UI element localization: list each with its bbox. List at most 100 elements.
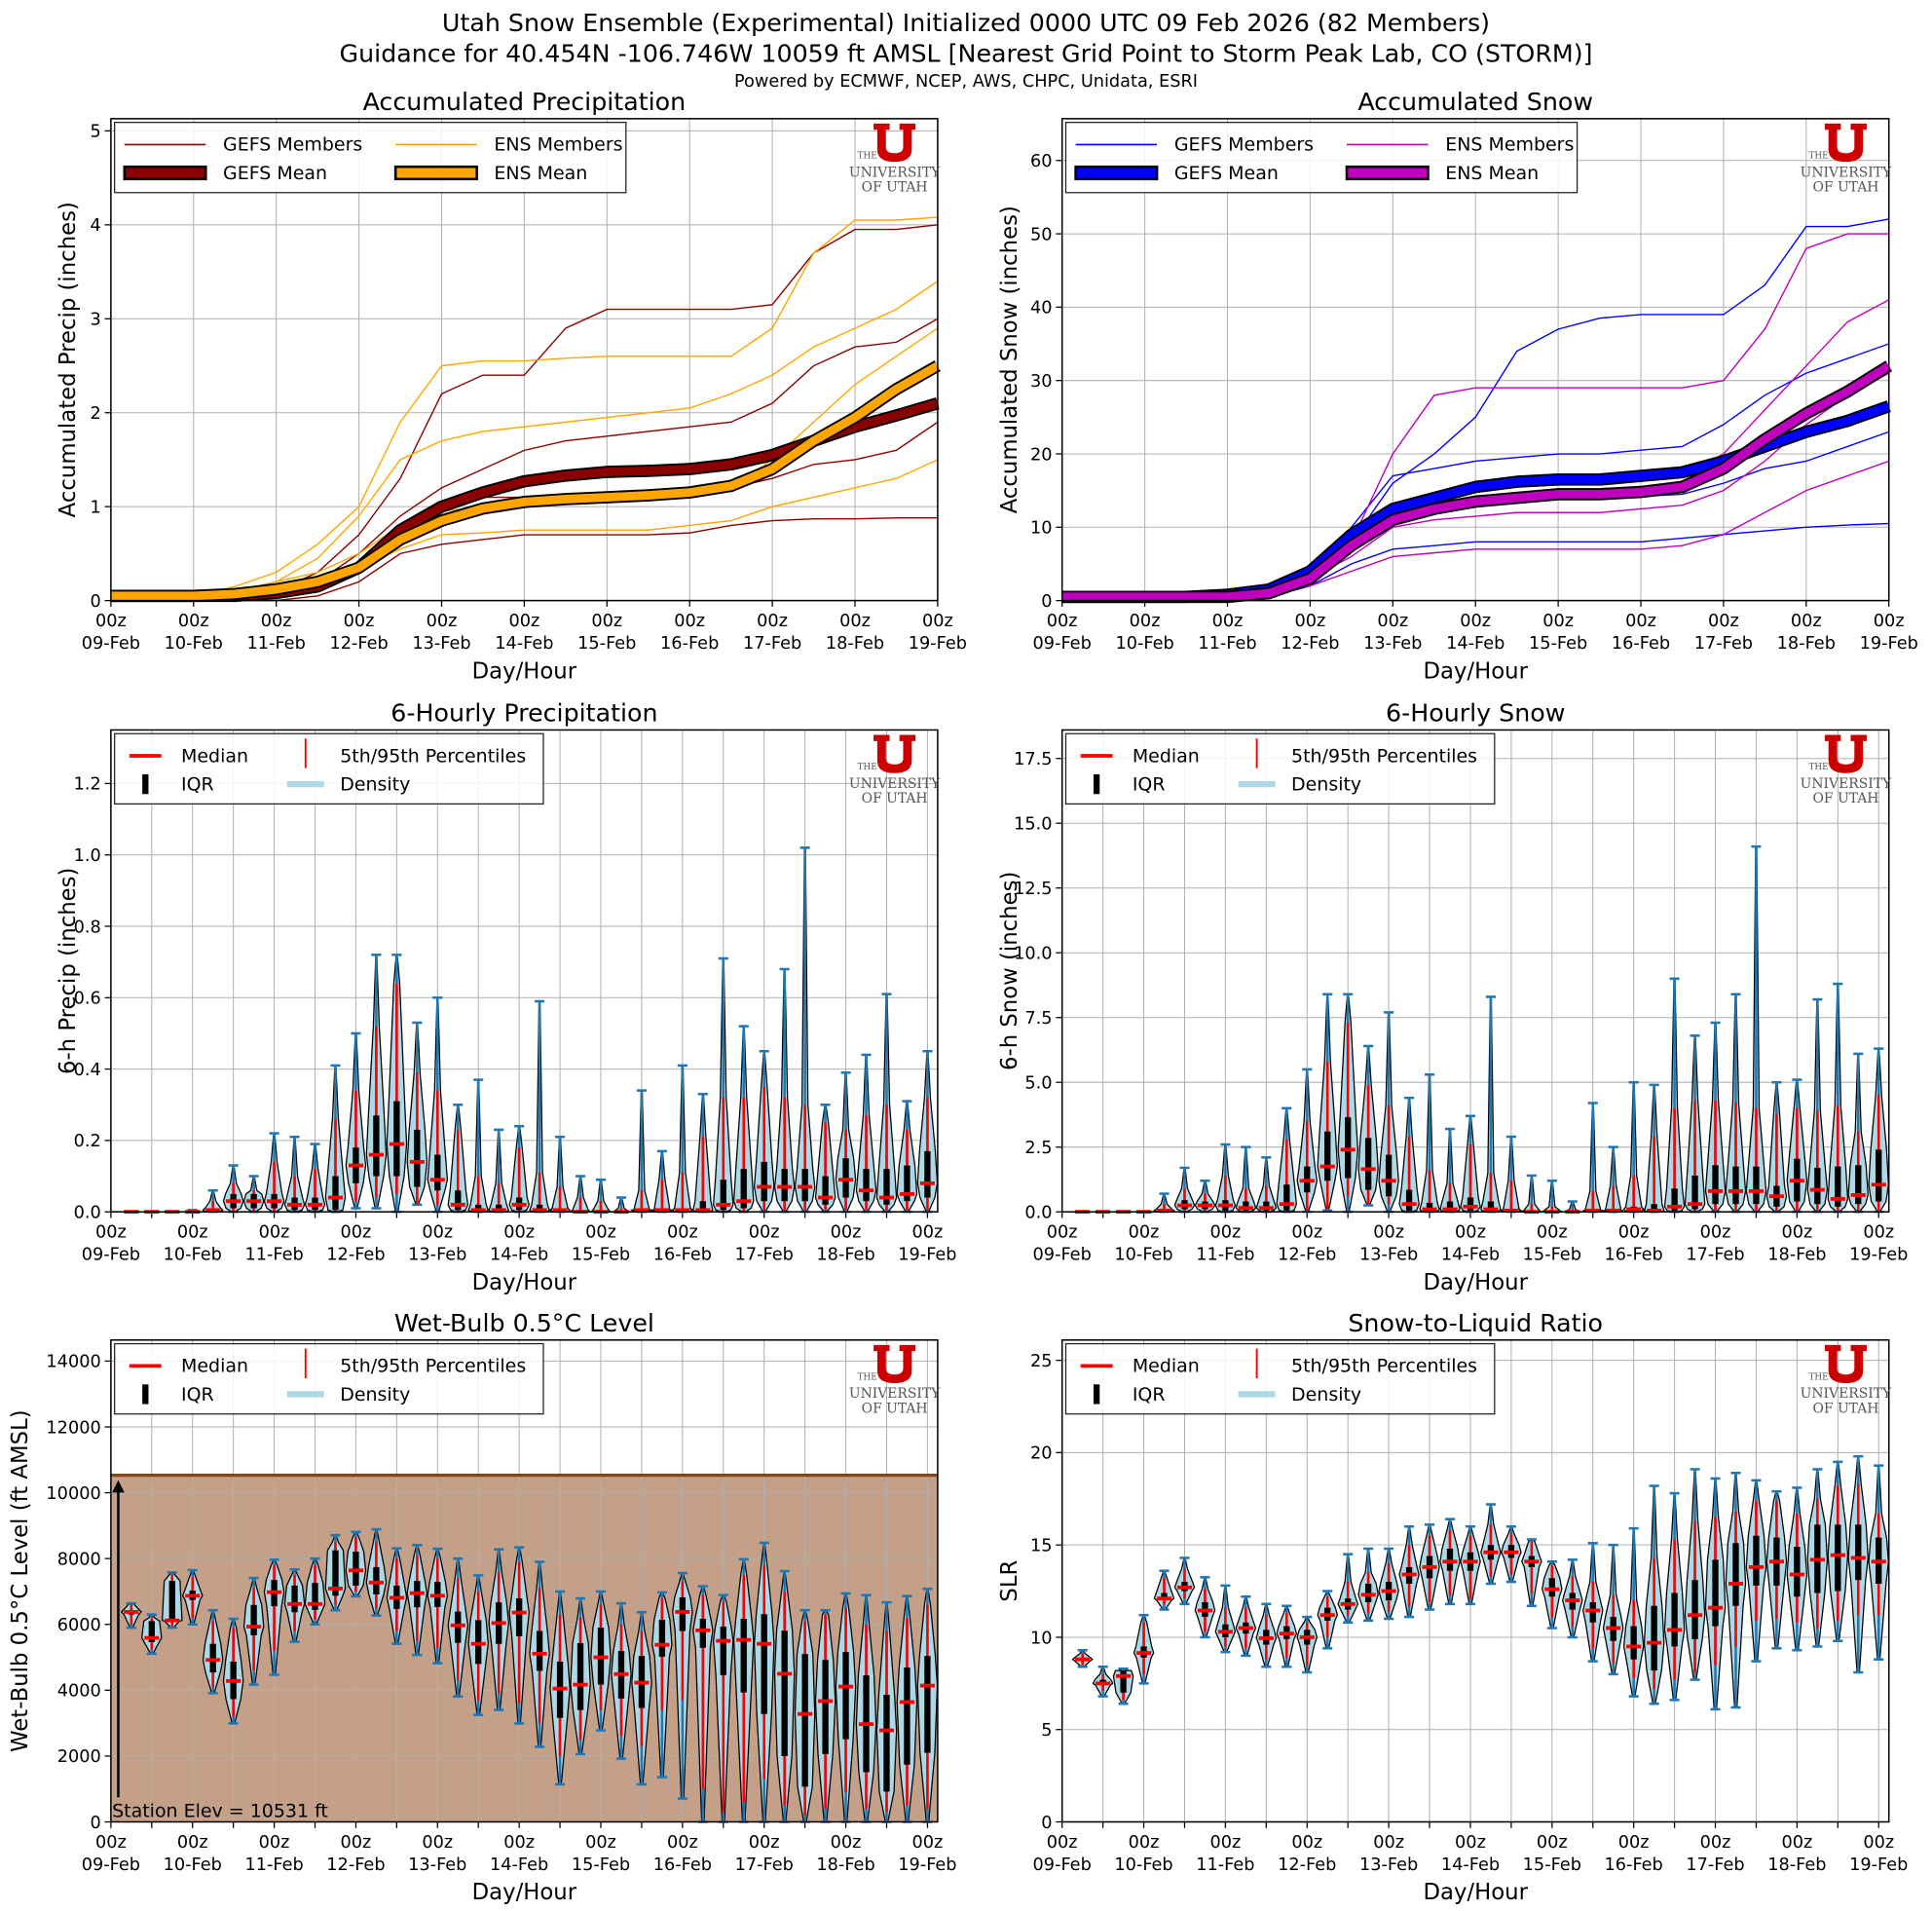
violin: [773, 967, 796, 1214]
violin: [1276, 1604, 1298, 1668]
panels: 01234500z09-Feb00z10-Feb00z11-Feb00z12-F…: [8, 88, 1918, 1905]
y-tick-label: 0.0: [1024, 1204, 1052, 1223]
violin: [570, 1596, 591, 1756]
chart-title: 6-Hourly Snow: [1386, 699, 1565, 728]
x-tick-date-label: 14-Feb: [1441, 1246, 1500, 1265]
violin: [1419, 1523, 1440, 1611]
x-tick-date-label: 09-Feb: [1033, 1855, 1092, 1875]
block-u-icon: [1824, 123, 1867, 163]
y-tick-label: 1.0: [74, 846, 101, 866]
y-tick-label: 1.2: [74, 775, 101, 795]
legend-label: ENS Mean: [494, 163, 587, 184]
violin: [672, 1571, 693, 1800]
logo-of-utah: OF UTAH: [1812, 1401, 1878, 1416]
x-tick-date-label: 10-Feb: [1114, 1246, 1172, 1265]
violin: [1296, 1615, 1319, 1674]
violin: [1827, 1460, 1849, 1643]
x-tick-date-label: 09-Feb: [82, 1246, 140, 1265]
legend-label: 5th/95th Percentiles: [1291, 745, 1477, 767]
x-tick-hour-label: 00z: [177, 1833, 208, 1853]
chart-title: Accumulated Precipitation: [363, 88, 687, 116]
x-tick-date-label: 18-Feb: [826, 634, 884, 654]
x-tick-hour-label: 00z: [667, 1833, 698, 1853]
violin: [611, 1601, 632, 1760]
violin: [1357, 1044, 1379, 1207]
y-tick-label: 3: [90, 311, 100, 330]
legend-box: [1064, 122, 1579, 194]
y-tick-label: 17.5: [1014, 750, 1052, 769]
station-elevation-label: Station Elev = 10531 ft: [112, 1800, 328, 1821]
y-tick-label: 5: [1041, 1721, 1052, 1741]
violin-iqr-box: [1630, 1626, 1637, 1660]
violin-iqr-box: [393, 1101, 400, 1177]
x-tick-date-label: 13-Feb: [1359, 1246, 1418, 1265]
x-tick-date-label: 14-Feb: [1446, 634, 1505, 654]
mean-line-ens-mean: [110, 361, 941, 601]
y-tick-label: 2000: [57, 1747, 101, 1767]
violin-iqr-box: [332, 1176, 339, 1211]
violin-iqr-box: [1651, 1605, 1657, 1671]
legend-box: [114, 122, 627, 194]
x-tick-date-label: 12-Feb: [326, 1246, 385, 1265]
x-tick-hour-label: 00z: [1294, 612, 1325, 631]
x-tick-date-label: 11-Feb: [1198, 634, 1256, 654]
violin: [814, 1608, 836, 1823]
violin: [753, 1050, 775, 1214]
violin: [386, 1547, 408, 1645]
x-tick-hour-label: 00z: [1129, 1833, 1160, 1853]
x-tick-hour-label: 00z: [1047, 1833, 1078, 1853]
y-tick-label: 0.0: [74, 1204, 101, 1223]
x-tick-date-label: 09-Feb: [82, 1855, 140, 1875]
y-tick-label: 0: [1041, 1814, 1052, 1833]
x-tick-hour-label: 00z: [422, 1833, 453, 1853]
x-tick-date-label: 10-Feb: [164, 1855, 222, 1875]
x-tick-hour-label: 00z: [839, 612, 871, 631]
legend-label: 5th/95th Percentiles: [1291, 1356, 1477, 1377]
legend-label: Median: [181, 1356, 248, 1377]
legend-label: ENS Members: [494, 134, 622, 156]
x-tick-date-label: 18-Feb: [1767, 1855, 1826, 1875]
y-tick-label: 2: [90, 404, 100, 424]
axes-frame: [1060, 1339, 1890, 1823]
violin-iqr-box: [1283, 1184, 1290, 1211]
y-tick-label: 0.4: [74, 1061, 101, 1080]
logo-university: UNIVERSITY: [1801, 165, 1892, 180]
violin: [1194, 1179, 1216, 1214]
violin-iqr-box: [883, 1695, 890, 1792]
x-tick-hour-label: 00z: [95, 612, 127, 631]
powered-by-credit: Powered by ECMWF, NCEP, AWS, CHPC, Unida…: [734, 72, 1198, 92]
logo-of-utah: OF UTAH: [862, 180, 928, 196]
violin-iqr-box: [822, 1176, 829, 1205]
violin-iqr-box: [1835, 1524, 1841, 1592]
x-tick-date-label: 16-Feb: [1605, 1855, 1663, 1875]
y-axis-label: 6-h Snow (inches): [997, 872, 1022, 1070]
violin-iqr-box: [801, 1654, 808, 1787]
chart-title: 6-Hourly Precipitation: [390, 699, 657, 728]
violin-iqr-box: [291, 1585, 298, 1613]
violin-iqr-box: [740, 1619, 747, 1693]
x-tick-hour-label: 00z: [1542, 612, 1574, 631]
violin: [875, 1600, 898, 1823]
chart-panel-accumulated-precipitation: 0 1 2 3 4 5 00z 09-Feb 00z 10-Feb 00z 11-Feb 00z 12-F…: [56, 88, 967, 684]
legend-iqr-swatch: [1093, 1384, 1100, 1405]
violin: [508, 1546, 530, 1725]
violin: [1542, 1559, 1563, 1630]
violin-iqr-box: [720, 1180, 726, 1211]
x-tick-date-label: 09-Feb: [1033, 1246, 1092, 1265]
legend-label: Median: [1133, 1356, 1200, 1377]
x-tick-hour-label: 00z: [1130, 612, 1161, 631]
x-axis-label: Day/Hour: [472, 1270, 577, 1295]
violin: [1235, 1594, 1257, 1658]
violin: [794, 846, 816, 1214]
legend-mean-swatch: [123, 165, 207, 181]
x-tick-date-label: 09-Feb: [1033, 634, 1092, 654]
legend-label: Density: [340, 773, 410, 795]
violin-iqr-box: [168, 1581, 175, 1622]
legend-iqr-swatch: [142, 1384, 149, 1405]
violin: [1276, 1106, 1297, 1214]
axes-frame: [110, 729, 939, 1213]
y-tick-label: 2.5: [1024, 1139, 1052, 1158]
chart-panel-snow-to-liquid-ratio: 051015202500z09-Feb00z10-Feb00z11-Feb00z…: [997, 1309, 1908, 1905]
violin: [488, 1548, 509, 1711]
x-tick-hour-label: 00z: [177, 1223, 208, 1243]
